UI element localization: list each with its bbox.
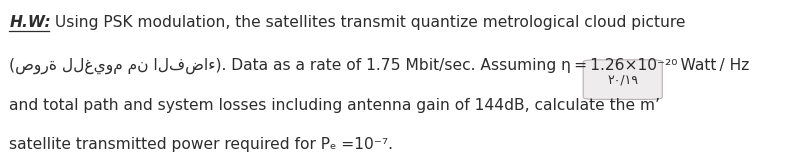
Text: and total path and system losses including antenna gain of 144dB, calculate the : and total path and system losses includi… — [10, 98, 661, 113]
Text: satellite transmitted power required for Pₑ =10⁻⁷.: satellite transmitted power required for… — [10, 137, 394, 152]
Text: H.W:: H.W: — [10, 15, 51, 30]
Text: Using PSK modulation, the satellites transmit quantize metrological cloud pictur: Using PSK modulation, the satellites tra… — [50, 15, 686, 30]
Text: (صورة للغيوم من الفضاء). Data as a rate of 1.75 Mbit/sec. Assuming η = 1.26×10⁻²: (صورة للغيوم من الفضاء). Data as a rate … — [10, 57, 750, 74]
Text: ٢٠/١٩: ٢٠/١٩ — [607, 73, 638, 86]
FancyBboxPatch shape — [583, 60, 662, 99]
